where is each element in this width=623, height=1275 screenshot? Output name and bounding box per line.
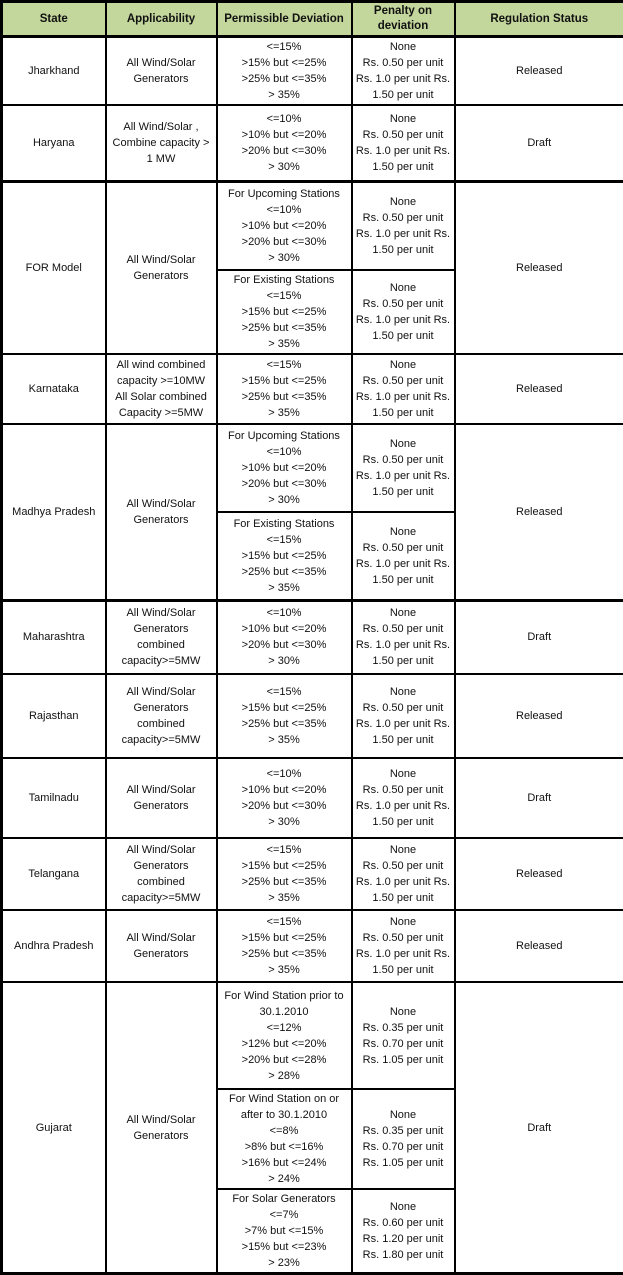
penalty-cell: None Rs. 0.50 per unit Rs. 1.0 per unit … (352, 758, 455, 838)
header-cell-state: State (2, 2, 106, 37)
status-cell: Draft (455, 600, 623, 674)
deviation-cell: <=15% >15% but <=25% >25% but <=35% > 35… (217, 354, 352, 424)
penalty-cell: None Rs. 0.50 per unit Rs. 1.0 per unit … (352, 424, 455, 512)
applicability-cell: All Wind/Solar , Combine capacity > 1 MW (106, 105, 217, 181)
deviation-cell: For Solar Generators <=7% >7% but <=15% … (217, 1189, 352, 1274)
penalty-cell: None Rs. 0.50 per unit Rs. 1.0 per unit … (352, 910, 455, 982)
penalty-cell: None Rs. 0.60 per unit Rs. 1.20 per unit… (352, 1189, 455, 1274)
table-row-madhya-pradesh-upcoming: Madhya Pradesh All Wind/Solar Generators… (2, 424, 623, 512)
deviation-cell: For Wind Station prior to 30.1.2010 <=12… (217, 982, 352, 1089)
deviation-cell: <=10% >10% but <=20% >20% but <=30% > 30… (217, 600, 352, 674)
penalty-cell: None Rs. 0.50 per unit Rs. 1.0 per unit … (352, 600, 455, 674)
deviation-cell: For Wind Station on or after to 30.1.201… (217, 1089, 352, 1189)
penalty-cell: None Rs. 0.50 per unit Rs. 1.0 per unit … (352, 354, 455, 424)
state-cell: Andhra Pradesh (2, 910, 106, 982)
state-cell: Tamilnadu (2, 758, 106, 838)
table-row-rajasthan: Rajasthan All Wind/Solar Generators comb… (2, 674, 623, 758)
deviation-cell: For Existing Stations <=15% >15% but <=2… (217, 512, 352, 600)
header-row: State Applicability Permissible Deviatio… (2, 2, 623, 37)
applicability-cell: All Wind/Solar Generators (106, 758, 217, 838)
table-row-haryana: Haryana All Wind/Solar , Combine capacit… (2, 105, 623, 181)
deviation-cell: <=10% >10% but <=20% >20% but <=30% > 30… (217, 105, 352, 181)
deviation-cell: <=15% >15% but <=25% >25% but <=35% > 35… (217, 37, 352, 106)
penalty-cell: None Rs. 0.50 per unit Rs. 1.0 per unit … (352, 105, 455, 181)
penalty-cell: None Rs. 0.50 per unit Rs. 1.0 per unit … (352, 838, 455, 910)
table-row-andhra-pradesh: Andhra Pradesh All Wind/Solar Generators… (2, 910, 623, 982)
applicability-cell: All wind combined capacity >=10MW All So… (106, 354, 217, 424)
status-cell: Draft (455, 982, 623, 1274)
header-cell-deviation: Permissible Deviation (217, 2, 352, 37)
state-cell: Telangana (2, 838, 106, 910)
deviation-cell: For Upcoming Stations <=10% >10% but <=2… (217, 424, 352, 512)
applicability-cell: All Wind/Solar Generators (106, 37, 217, 106)
header-cell-penalty: Penalty on deviation (352, 2, 455, 37)
applicability-cell: All Wind/Solar Generators (106, 982, 217, 1274)
state-cell: Maharashtra (2, 600, 106, 674)
state-cell: Madhya Pradesh (2, 424, 106, 600)
table-row-telangana: Telangana All Wind/Solar Generators comb… (2, 838, 623, 910)
status-cell: Released (455, 910, 623, 982)
applicability-cell: All Wind/Solar Generators (106, 181, 217, 354)
table-row-tamilnadu: Tamilnadu All Wind/Solar Generators <=10… (2, 758, 623, 838)
state-cell: Gujarat (2, 982, 106, 1274)
deviation-cell: <=15% >15% but <=25% >25% but <=35% > 35… (217, 838, 352, 910)
status-cell: Released (455, 37, 623, 106)
applicability-cell: All Wind/Solar Generators combined capac… (106, 838, 217, 910)
status-cell: Released (455, 838, 623, 910)
status-cell: Released (455, 354, 623, 424)
penalty-cell: None Rs. 0.35 per unit Rs. 0.70 per unit… (352, 982, 455, 1089)
penalty-cell: None Rs. 0.50 per unit Rs. 1.0 per unit … (352, 674, 455, 758)
table-row-for-model-upcoming: FOR Model All Wind/Solar Generators For … (2, 181, 623, 270)
applicability-cell: All Wind/Solar Generators combined capac… (106, 600, 217, 674)
status-cell: Draft (455, 758, 623, 838)
applicability-cell: All Wind/Solar Generators combined capac… (106, 674, 217, 758)
deviation-cell: <=15% >15% but <=25% >25% but <=35% > 35… (217, 910, 352, 982)
penalty-cell: None Rs. 0.50 per unit Rs. 1.0 per unit … (352, 270, 455, 354)
penalty-cell: None Rs. 0.50 per unit Rs. 1.0 per unit … (352, 181, 455, 270)
state-cell: FOR Model (2, 181, 106, 354)
penalty-cell: None Rs. 0.50 per unit Rs. 1.0 per unit … (352, 37, 455, 106)
penalty-cell: None Rs. 0.50 per unit Rs. 1.0 per unit … (352, 512, 455, 600)
deviation-cell: For Upcoming Stations <=10% >10% but <=2… (217, 181, 352, 270)
status-cell: Released (455, 424, 623, 600)
header-cell-applicability: Applicability (106, 2, 217, 37)
applicability-cell: All Wind/Solar Generators (106, 910, 217, 982)
status-cell: Released (455, 181, 623, 354)
applicability-cell: All Wind/Solar Generators (106, 424, 217, 600)
deviation-cell: <=10% >10% but <=20% >20% but <=30% > 30… (217, 758, 352, 838)
header-cell-status: Regulation Status (455, 2, 623, 37)
state-cell: Haryana (2, 105, 106, 181)
state-cell: Rajasthan (2, 674, 106, 758)
state-cell: Karnataka (2, 354, 106, 424)
table-row-karnataka: Karnataka All wind combined capacity >=1… (2, 354, 623, 424)
deviation-cell: <=15% >15% but <=25% >25% but <=35% > 35… (217, 674, 352, 758)
table-row-gujarat-wind-prior: Gujarat All Wind/Solar Generators For Wi… (2, 982, 623, 1089)
deviation-cell: For Existing Stations <=15% >15% but <=2… (217, 270, 352, 354)
status-cell: Draft (455, 105, 623, 181)
table-row-maharashtra: Maharashtra All Wind/Solar Generators co… (2, 600, 623, 674)
table-row-jharkhand: Jharkhand All Wind/Solar Generators <=15… (2, 37, 623, 106)
status-cell: Released (455, 674, 623, 758)
penalty-cell: None Rs. 0.35 per unit Rs. 0.70 per unit… (352, 1089, 455, 1189)
state-cell: Jharkhand (2, 37, 106, 106)
